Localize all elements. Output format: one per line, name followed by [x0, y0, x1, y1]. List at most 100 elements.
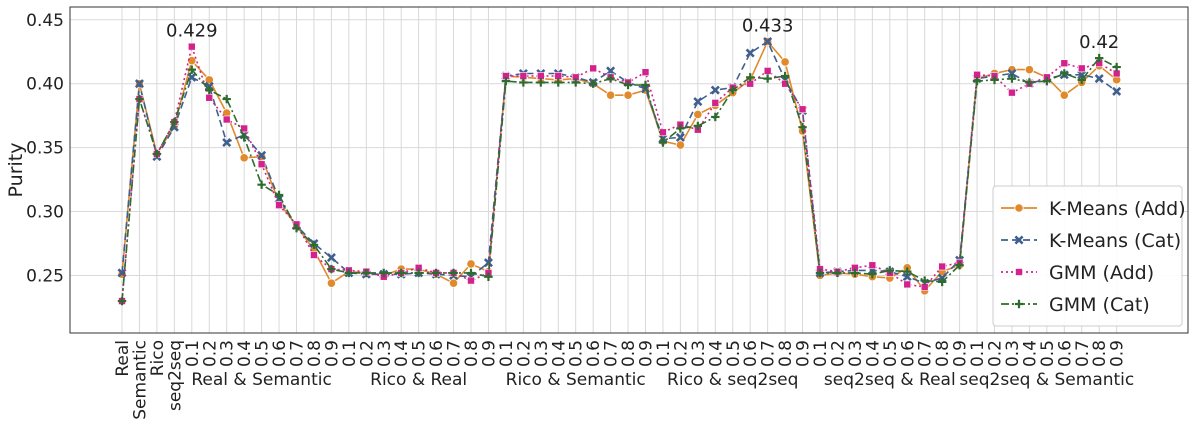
annotation-label: 0.429 [166, 21, 218, 42]
x-tick-label: 0.7 [759, 340, 779, 367]
data-point [606, 74, 615, 83]
data-point [257, 150, 267, 160]
x-tick-label: 0.5 [253, 340, 273, 367]
y-tick-label: 0.35 [26, 139, 64, 159]
data-point [885, 266, 894, 275]
data-point [344, 268, 354, 278]
x-tick-label: 0.7 [1073, 340, 1093, 367]
x-tick-label: 0.4 [706, 340, 726, 367]
data-point [170, 117, 179, 127]
plot-frame [69, 6, 1189, 334]
data-point [222, 94, 231, 104]
data-point [990, 75, 999, 85]
data-point [693, 97, 703, 107]
data-point [1024, 65, 1035, 75]
y-tick-label: 0.45 [26, 11, 64, 31]
x-tick-label: 0.3 [689, 340, 709, 367]
data-point [1007, 74, 1017, 83]
x-tick-label: 0.9 [1108, 340, 1128, 367]
data-point [868, 261, 877, 270]
data-point [675, 132, 685, 142]
x-tick-label: 0.2 [514, 340, 534, 367]
x-tick-label: 0.4 [549, 340, 569, 367]
x-tick-label: 0.1 [811, 340, 831, 367]
data-point [205, 85, 214, 95]
x-tick-label: 0.6 [584, 340, 604, 367]
data-point [903, 267, 912, 276]
x-axis-ticks: RealSemanticRicoseq2seq0.10.20.30.40.50.… [113, 340, 1134, 420]
group-label: Rico & Semantic [506, 370, 646, 390]
y-tick-label: 0.40 [26, 75, 64, 95]
data-point [676, 124, 685, 133]
x-tick-label: 0.7 [602, 340, 622, 367]
data-point [1060, 59, 1069, 68]
data-point [152, 149, 162, 159]
x-tick-label: 0.8 [933, 340, 953, 367]
data-point [1042, 76, 1052, 86]
data-point [275, 201, 283, 209]
data-point [1112, 62, 1121, 72]
x-tick-label: 0.9 [794, 340, 814, 367]
data-point [850, 268, 860, 278]
series-line [121, 40, 1118, 293]
data-point [135, 94, 144, 104]
x-tick-label: seq2seq [165, 340, 185, 411]
x-tick-label: 0.4 [235, 340, 255, 367]
data-point [780, 57, 790, 67]
x-tick-label: 0.1 [340, 340, 360, 367]
data-point [955, 261, 964, 270]
data-point [746, 73, 755, 82]
x-tick-label: 0.3 [375, 340, 395, 367]
data-point [920, 276, 929, 285]
data-point [815, 268, 825, 278]
data-point [1060, 69, 1069, 78]
data-point [431, 268, 441, 278]
legend-item: GMM (Cat) [1001, 294, 1150, 316]
series-line [121, 40, 1118, 284]
x-tick-label: 0.9 [479, 340, 499, 367]
data-point [1007, 68, 1017, 78]
x-tick-label: 0.6 [270, 340, 290, 367]
data-point [309, 240, 319, 249]
group-label: Real & Semantic [191, 370, 331, 390]
x-tick-label: 0.5 [410, 340, 430, 367]
data-point [536, 78, 545, 87]
x-tick-label: 0.9 [637, 340, 657, 367]
data-point [711, 99, 720, 107]
group-label: seq2seq & Semantic [959, 370, 1134, 390]
data-point [466, 268, 476, 278]
data-point [1008, 88, 1016, 97]
x-tick-label: Rico [148, 340, 168, 376]
data-point [310, 251, 318, 259]
data-point [327, 264, 336, 274]
data-point [833, 268, 842, 278]
data-point [1094, 74, 1104, 84]
data-point [1015, 268, 1023, 276]
data-point [379, 268, 388, 278]
data-point [798, 122, 807, 132]
annotation-layer: 0.429 0.433 0.42 [166, 16, 1119, 54]
data-point [745, 48, 755, 58]
data-point [937, 277, 947, 287]
data-point [187, 72, 197, 82]
x-tick-label: Real [113, 340, 133, 377]
data-point [1112, 86, 1122, 96]
data-point [763, 74, 772, 83]
data-point [1077, 75, 1086, 85]
x-tick-label: 0.5 [1038, 340, 1058, 367]
y-tick-label: 0.30 [26, 203, 64, 223]
legend-label: K-Means (Add) [1049, 198, 1186, 220]
x-tick-label: 0.3 [532, 340, 552, 367]
data-point [414, 268, 423, 278]
data-point [134, 79, 144, 89]
y-tick-label: 0.25 [26, 266, 64, 286]
x-tick-label: 0.7 [288, 340, 308, 367]
y-axis-ticks: 0.25 0.30 0.35 0.40 0.45 [26, 11, 64, 287]
data-point [571, 78, 580, 87]
data-point [641, 68, 650, 76]
series-layer [117, 36, 1122, 306]
x-tick-label: 0.4 [863, 340, 883, 367]
data-point [902, 272, 912, 282]
x-tick-label: 0.6 [898, 340, 918, 367]
